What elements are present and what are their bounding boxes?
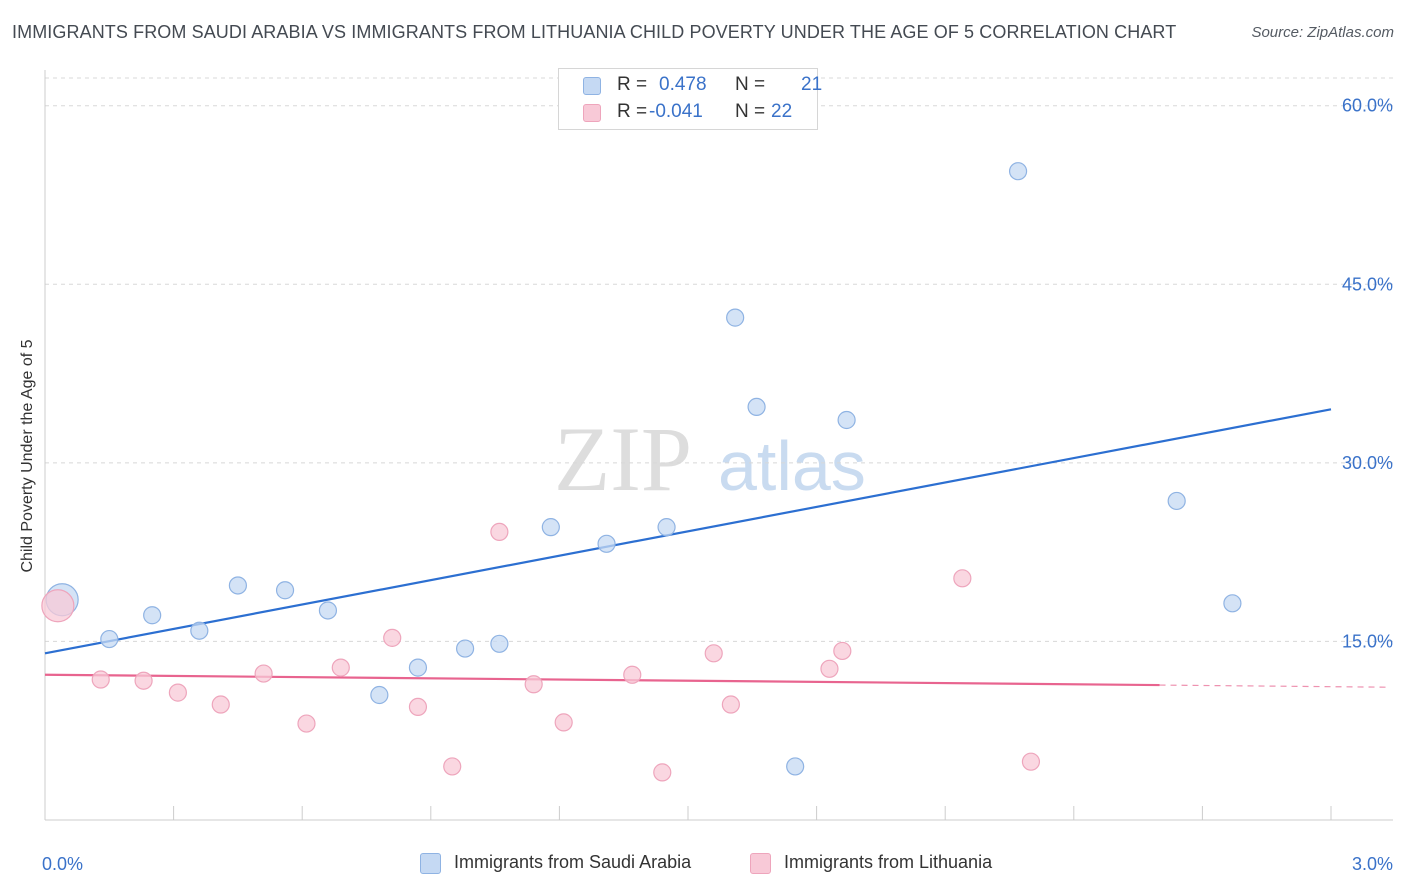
y-tick-label: 15.0%: [1342, 631, 1393, 651]
source-credit: Source: ZipAtlas.com: [1251, 24, 1394, 41]
grid-lines: [45, 77, 1393, 642]
x-tick-label: 3.0%: [1352, 854, 1393, 874]
axes: [44, 70, 1393, 821]
point-saudi-arabia: [786, 757, 805, 776]
point-saudi-arabia: [1167, 491, 1186, 511]
point-saudi-arabia: [726, 308, 745, 327]
point-saudi-arabia: [228, 576, 247, 595]
point-saudi-arabia: [837, 410, 856, 430]
bottom-legend-label: Immigrants from Lithuania: [784, 852, 993, 872]
chart-title: IMMIGRANTS FROM SAUDI ARABIA VS IMMIGRAN…: [12, 22, 1177, 42]
legend-n-value: 22: [771, 101, 793, 122]
point-saudi-arabia: [408, 658, 428, 677]
legend-swatch-blue: [583, 77, 601, 95]
y-tick-label: 60.0%: [1342, 96, 1393, 116]
point-lithuania: [211, 695, 230, 714]
point-saudi-arabia: [370, 685, 389, 705]
point-lithuania: [1021, 752, 1041, 771]
legend-r-label: R =: [617, 101, 648, 122]
point-saudi-arabia: [455, 639, 475, 658]
point-saudi-arabia: [318, 601, 338, 620]
trend-line-solid: [44, 673, 1160, 687]
watermark: ZIP atlas: [554, 408, 866, 510]
point-saudi-arabia: [541, 518, 560, 537]
point-lithuania: [953, 569, 972, 588]
point-lithuania: [623, 665, 642, 684]
point-lithuania: [833, 641, 852, 661]
trend-lines: [44, 408, 1387, 688]
point-lithuania: [704, 644, 723, 663]
x-tick-label: 0.0%: [42, 854, 83, 874]
point-lithuania: [383, 628, 402, 647]
y-tick-labels: 15.0% 30.0% 45.0% 60.0%: [1342, 96, 1393, 652]
point-lithuania: [490, 522, 509, 542]
point-lithuania: [297, 714, 316, 733]
trend-line-dashed: [1159, 684, 1387, 688]
legend-n-label: N =: [735, 101, 766, 122]
trend-line: [44, 408, 1332, 655]
legend-r-label: R =: [617, 74, 648, 95]
bottom-legend-label: Immigrants from Saudi Arabia: [454, 852, 692, 872]
bottom-legend-swatch-blue: [420, 853, 441, 874]
point-saudi-arabia: [657, 518, 676, 537]
point-saudi-arabia: [1008, 162, 1028, 181]
point-saudi-arabia: [143, 606, 162, 625]
point-lithuania: [254, 664, 273, 683]
point-saudi-arabia: [747, 397, 766, 417]
legend-r-value: 0.478: [659, 74, 707, 95]
bottom-legend-swatch-pink: [750, 853, 771, 874]
point-lithuania: [653, 763, 672, 782]
y-tick-label: 45.0%: [1342, 274, 1393, 294]
y-tick-label: 30.0%: [1342, 453, 1393, 473]
watermark-zip: ZIP: [554, 408, 692, 510]
point-lithuania: [820, 659, 839, 678]
point-saudi-arabia: [597, 534, 616, 553]
legend-swatch-pink: [583, 104, 601, 122]
point-saudi-arabia: [490, 634, 509, 653]
point-lithuania: [554, 713, 573, 732]
legend-n-value: 21: [801, 74, 823, 95]
data-points: [41, 162, 1242, 782]
point-lithuania: [408, 697, 428, 717]
point-lithuania: [721, 695, 740, 714]
point-lithuania: [168, 683, 187, 702]
legend-r-value: -0.041: [649, 101, 703, 122]
watermark-atlas: atlas: [718, 427, 866, 505]
point-saudi-arabia: [1223, 594, 1242, 613]
point-lithuania: [41, 589, 75, 623]
correlation-legend: R = 0.478 N = 21 R = -0.041 N = 22: [558, 68, 822, 130]
x-tick-labels: 0.0% 3.0%: [42, 854, 1393, 874]
point-lithuania: [443, 757, 462, 776]
point-lithuania: [134, 671, 153, 690]
point-lithuania: [331, 658, 350, 677]
point-lithuania: [524, 675, 543, 694]
point-saudi-arabia: [100, 629, 119, 649]
point-saudi-arabia: [275, 581, 295, 600]
point-lithuania: [91, 670, 110, 689]
point-saudi-arabia: [190, 621, 209, 640]
legend-n-label: N =: [735, 74, 766, 95]
